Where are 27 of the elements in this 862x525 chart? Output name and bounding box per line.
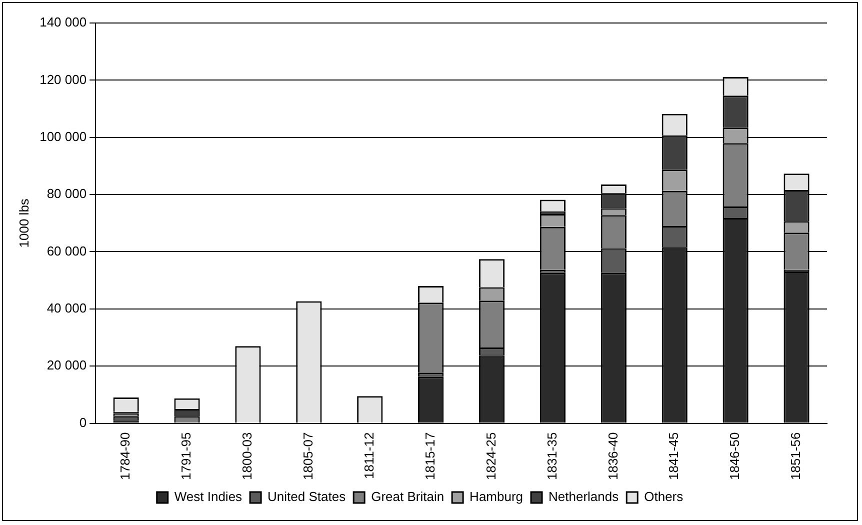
x-tick-label: 1846-50 — [727, 432, 742, 480]
x-tick-label: 1811-12 — [361, 432, 376, 480]
x-tick-label: 1805-07 — [300, 432, 316, 480]
y-tick-label: 40 000 — [46, 300, 87, 316]
x-tick-label: 1831-35 — [544, 432, 560, 480]
x-tick-label: 1841-45 — [666, 432, 682, 480]
x-tick-label: 1800-03 — [240, 432, 255, 480]
y-tick-label: 100 000 — [40, 128, 87, 144]
legend-label: Others — [644, 489, 684, 504]
y-tick-label: 60 000 — [46, 243, 87, 258]
x-tick-label: 1791-95 — [178, 432, 194, 480]
x-tick-label: 1784-90 — [118, 432, 133, 480]
legend-label: West Indies — [174, 489, 243, 504]
y-axis-title: 1000 lbs — [16, 198, 32, 248]
x-tick-label: 1851-56 — [788, 432, 804, 480]
y-tick-label: 80 000 — [46, 186, 87, 202]
legend-label: Netherlands — [548, 489, 620, 504]
x-tick-label: 1815-17 — [422, 432, 438, 480]
y-tick-label: 140 000 — [40, 14, 87, 30]
legend-label: United States — [268, 489, 346, 504]
y-tick-label: 20 000 — [46, 358, 87, 373]
legend-label: Great Britain — [371, 489, 444, 504]
legend-label: Hamburg — [470, 489, 524, 504]
y-tick-label: 120 000 — [40, 72, 87, 87]
y-tick-label: 0 — [79, 414, 87, 430]
x-tick-label: 1836-40 — [605, 432, 620, 480]
x-tick-label: 1824-25 — [483, 432, 498, 480]
